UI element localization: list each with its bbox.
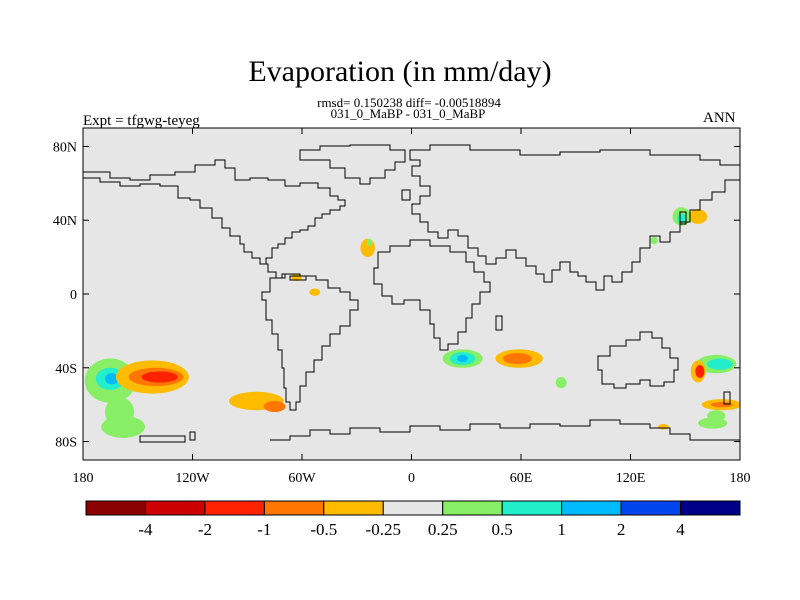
colorbar: -4 -2 -1 -0.5 -0.25 0.25 0.5 1 2 4: [85, 500, 741, 539]
y-tick-label: 80S: [55, 436, 77, 451]
colorbar-bin-7: [501, 500, 563, 516]
colorbar-bin-2: [204, 500, 265, 516]
colorbar-label: -4: [138, 520, 153, 539]
coast-uk: [401, 189, 411, 201]
contour-patch-16: [457, 354, 469, 363]
contour-patch-4: [104, 397, 135, 427]
coast-caribbean: [289, 275, 307, 281]
season-label: ANN: [703, 110, 736, 126]
colorbar-label: 2: [617, 520, 626, 539]
colorbar-bin-8: [561, 500, 622, 516]
colorbar-label: -1: [257, 520, 271, 539]
coast-africa: [373, 239, 491, 351]
x-tick-label: 60E: [510, 471, 533, 486]
contour-fields: [84, 207, 740, 438]
y-tick-label: 40N: [53, 214, 77, 229]
x-tick-label: 60W: [288, 471, 316, 486]
contour-patch-25: [707, 358, 733, 370]
map-background: [83, 128, 740, 460]
contour-patch-7: [141, 371, 178, 383]
colorbar-bin-3: [263, 500, 325, 516]
coast-south-america: [261, 273, 359, 411]
colorbar-label: -0.5: [310, 520, 337, 539]
x-tick-label: 180: [730, 471, 751, 486]
contour-patch-31: [707, 410, 726, 422]
colorbar-bin-4: [323, 500, 384, 516]
coast-antarctica-west: [189, 431, 196, 441]
contour-patch-2: [104, 373, 120, 385]
contour-patch-13: [309, 288, 321, 296]
colorbar-label: 0.25: [428, 520, 458, 539]
coast-greenland: [299, 144, 406, 185]
contour-patch-19: [555, 377, 567, 389]
coast-eurasia: [409, 144, 740, 291]
coast-madagascar: [495, 315, 503, 331]
colorbar-bin-1: [144, 500, 206, 516]
y-tick-label: 0: [70, 288, 77, 303]
contour-patch-32: [657, 424, 669, 430]
x-tick-label: 0: [408, 471, 415, 486]
colorbar-bin-6: [442, 500, 503, 516]
contour-patch-21: [688, 209, 708, 224]
y-axis: 80N 40N 0 40S 80S: [53, 140, 740, 451]
coast-australia: [597, 331, 679, 389]
contour-patch-9: [263, 400, 286, 413]
contour-patch-11: [366, 238, 373, 247]
y-tick-label: 80N: [53, 140, 77, 155]
colorbar-label: 1: [557, 520, 566, 539]
coast-antarctica-shelf: [139, 435, 186, 443]
colorbar-label: 0.5: [492, 520, 513, 539]
colorbar-bin-10: [680, 500, 741, 516]
coast-japan: [679, 211, 687, 225]
y-tick-label: 40S: [55, 362, 77, 377]
colorbar-label: -0.25: [366, 520, 401, 539]
chart-title: Evaporation (in mm/day): [248, 55, 552, 88]
colorbar-bin-0: [85, 500, 146, 516]
coast-central-america: [260, 263, 295, 279]
coast-antarctica: [270, 419, 740, 441]
colorbar-label: 4: [676, 520, 685, 539]
x-tick-label: 120W: [175, 471, 210, 486]
colorbar-label: -2: [198, 520, 212, 539]
contour-patch-22: [677, 213, 687, 223]
coast-new-zealand: [723, 391, 731, 405]
x-tick-label: 120E: [616, 471, 646, 486]
coast-north-america: [83, 159, 346, 265]
colorbar-bin-5: [382, 500, 444, 516]
x-axis: 180 120W 60W 0 60E 120E 180: [73, 128, 751, 486]
coastlines: [83, 144, 740, 443]
x-tick-label: 180: [73, 471, 94, 486]
experiment-label: Expt = tfgwg-teyeg: [83, 113, 200, 129]
chart-subtitle: 031_0_MaBP - 031_0_MaBP: [330, 106, 486, 121]
contour-patch-23: [650, 236, 658, 245]
stats-line: rmsd= 0.150238 diff= -0.00518894: [317, 95, 501, 110]
contour-patch-18: [502, 353, 532, 365]
contour-patch-29: [710, 401, 733, 408]
contour-patch-27: [695, 365, 705, 378]
colorbar-bin-9: [620, 500, 682, 516]
